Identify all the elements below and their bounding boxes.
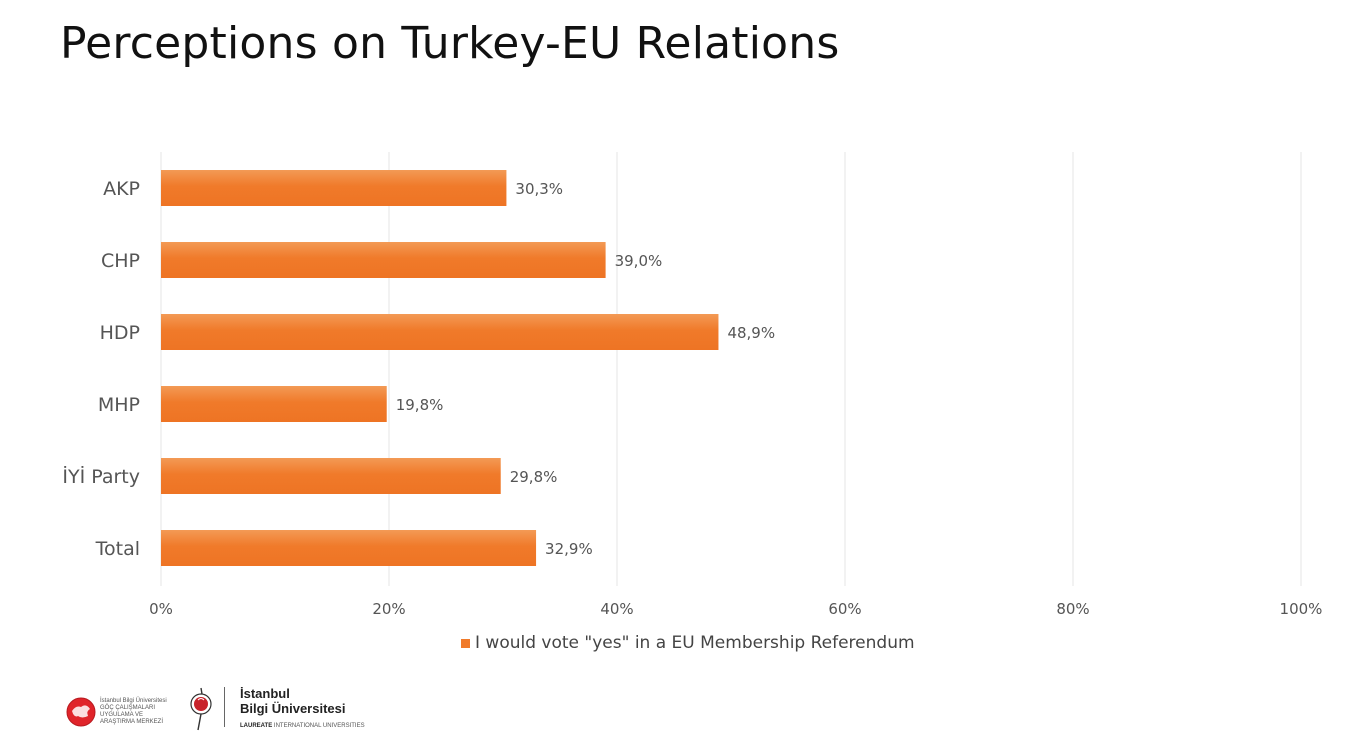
bar: [161, 242, 606, 278]
x-tick-label: 80%: [1056, 600, 1089, 618]
laureate-text: LAUREATE INTERNATIONAL UNIVERSITIES: [240, 723, 365, 729]
category-label: MHP: [98, 394, 140, 416]
category-label: HDP: [100, 322, 140, 344]
university-name: İstanbul Bilgi Üniversitesi: [240, 686, 346, 716]
data-label: 32,9%: [545, 540, 593, 558]
x-tick-label: 0%: [149, 600, 173, 618]
category-label: AKP: [103, 178, 140, 200]
laureate-bold: LAUREATE: [240, 723, 273, 729]
data-label: 39,0%: [615, 252, 663, 270]
bilgi-emblem-icon: [190, 687, 212, 731]
x-tick-label: 40%: [600, 600, 633, 618]
data-label: 30,3%: [515, 180, 563, 198]
x-tick-label: 100%: [1280, 600, 1323, 618]
legend: I would vote "yes" in a EU Membership Re…: [461, 633, 915, 653]
logo-divider: [224, 687, 225, 727]
bar: [161, 314, 719, 350]
data-labels: 30,3% 39,0% 48,9% 19,8% 29,8% 32,9%: [396, 180, 775, 558]
category-label: CHP: [101, 250, 140, 272]
slide-title: Perceptions on Turkey-EU Relations: [60, 18, 840, 69]
category-label: İYİ Party: [62, 465, 140, 488]
gridlines: [160, 152, 1302, 586]
category-labels: AKP CHP HDP MHP İYİ Party Total: [62, 178, 140, 560]
data-label: 29,8%: [510, 468, 558, 486]
x-tick-label: 20%: [372, 600, 405, 618]
legend-label: I would vote "yes" in a EU Membership Re…: [475, 633, 915, 653]
laureate-rest: INTERNATIONAL UNIVERSITIES: [273, 723, 365, 729]
bar: [161, 530, 537, 566]
x-axis-tick-labels: 0% 20% 40% 60% 80% 100%: [149, 600, 1322, 618]
bars: [161, 170, 719, 566]
x-tick-label: 60%: [828, 600, 861, 618]
data-label: 19,8%: [396, 396, 444, 414]
bar: [161, 458, 501, 494]
category-label: Total: [95, 538, 140, 560]
migration-center-logo-icon: [66, 697, 96, 727]
footer-logos: İstanbul Bilgi Üniversitesi GÖÇ ÇALIŞMAL…: [66, 683, 396, 733]
bar-chart: AKP CHP HDP MHP İYİ Party Total 30,3% 39,0% 48,…: [62, 152, 1322, 618]
data-label: 48,9%: [727, 324, 775, 342]
bar: [161, 170, 507, 206]
legend-swatch: [461, 638, 470, 648]
bar: [161, 386, 387, 422]
migration-center-text: İstanbul Bilgi Üniversitesi GÖÇ ÇALIŞMAL…: [100, 698, 167, 725]
